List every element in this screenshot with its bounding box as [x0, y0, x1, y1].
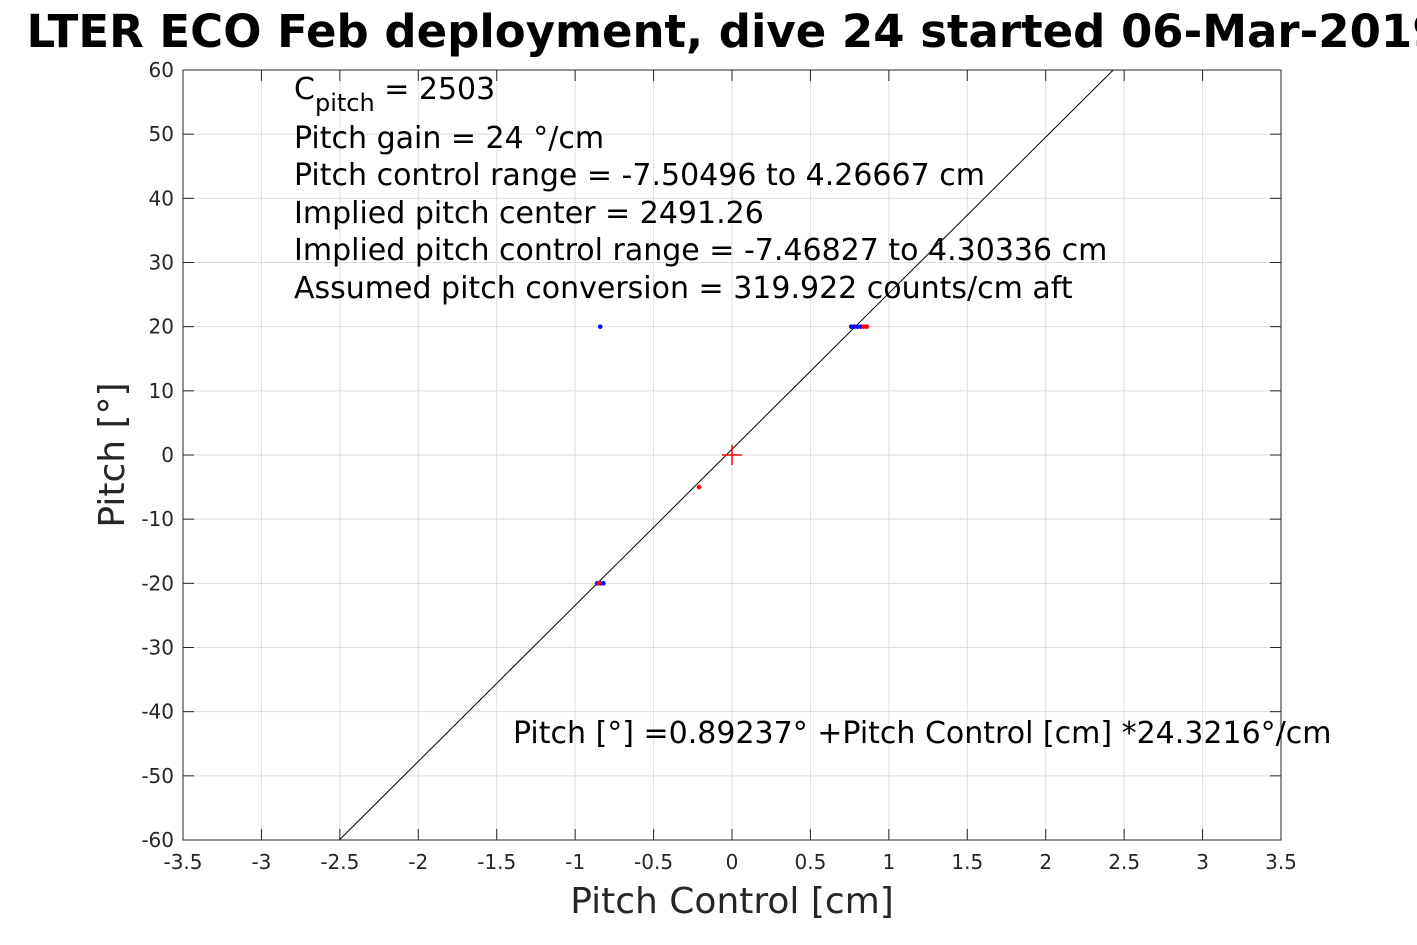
x-tick-labels: -3.5 -3 -2.5 -2 -1.5 -1 -0.5 0 0.5 1 1.5 2 2.5 3 3.5 — [163, 850, 1296, 874]
x-tick-label: 0.5 — [795, 850, 827, 874]
x-tick-label: -3.5 — [163, 850, 202, 874]
cpitch-value: = 2503 — [375, 72, 496, 107]
annotation-line-2: Pitch control range = -7.50496 to 4.2666… — [294, 158, 985, 193]
fit-equation: Pitch [°] =0.89237° +Pitch Control [cm] … — [513, 716, 1331, 751]
data-point — [864, 324, 870, 329]
annotation-line-4: Implied pitch control range = -7.46827 t… — [294, 233, 1107, 268]
plot-border — [182, 69, 1282, 841]
x-tick-label: -2 — [408, 850, 428, 874]
y-axis-label: Pitch [°] — [92, 382, 133, 527]
y-tick-label: 30 — [149, 251, 174, 275]
y-tick-labels: -60 -50 -40 -30 -20 -10 0 10 20 30 40 50 60 — [141, 58, 174, 852]
y-tick-label: -20 — [141, 571, 174, 595]
data-point — [601, 581, 606, 586]
cpitch-sub: pitch — [315, 89, 375, 117]
x-tick-label: -1.5 — [477, 850, 516, 874]
annotation-line-1: Pitch gain = 24 °/cm — [294, 121, 604, 156]
x-tick-label: -3 — [251, 850, 271, 874]
data-point — [596, 581, 601, 586]
x-tick-label: 3.5 — [1265, 850, 1297, 874]
x-tick-label: 0 — [726, 850, 739, 874]
y-tick-label: 0 — [161, 443, 174, 467]
x-tick-label: 3 — [1196, 850, 1209, 874]
y-tick-label: -60 — [141, 828, 174, 852]
data-point — [597, 324, 603, 329]
y-tick-label: -10 — [141, 507, 174, 531]
y-tick-label: 10 — [149, 379, 174, 403]
x-tick-label: 2 — [1039, 850, 1052, 874]
x-tick-label: -1 — [565, 850, 585, 874]
x-axis-label: Pitch Control [cm] — [570, 881, 894, 922]
x-tick-label: 1.5 — [951, 850, 983, 874]
x-tick-label: 2.5 — [1108, 850, 1140, 874]
center-marker — [722, 445, 742, 465]
y-tick-label: 20 — [149, 315, 174, 339]
y-tick-label: 40 — [149, 186, 174, 210]
annotation-line-5: Assumed pitch conversion = 319.922 count… — [294, 271, 1073, 306]
y-tick-label: -40 — [141, 700, 174, 724]
y-tick-label: 60 — [149, 58, 174, 82]
y-tick-label: -30 — [141, 636, 174, 660]
x-tick-label: -2.5 — [320, 850, 359, 874]
annotation-line-3: Implied pitch center = 2491.26 — [294, 196, 764, 231]
data-point — [696, 484, 702, 490]
annotation-cpitch: Cpitch = 2503 — [294, 72, 495, 117]
y-tick-label: -50 — [141, 764, 174, 788]
data-points — [594, 324, 870, 586]
y-tick-label: 50 — [149, 122, 174, 146]
x-tick-label: 1 — [882, 850, 895, 874]
chart-title: LTER ECO Feb deployment, dive 24 started… — [26, 5, 1417, 58]
cpitch-main: C — [294, 72, 315, 107]
x-tick-label: -0.5 — [634, 850, 673, 874]
